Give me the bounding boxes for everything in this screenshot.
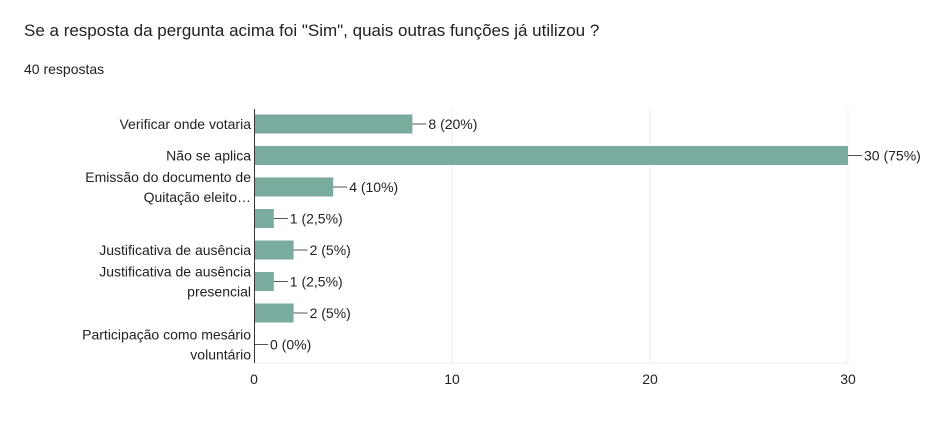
category-label-7-1: voluntário [190,347,251,363]
data-label-0: 8 (20%) [428,116,477,132]
bar-3[interactable] [254,209,274,228]
data-label-4: 2 (5%) [310,242,351,258]
category-label-7-0: Participação como mesário [82,327,251,343]
data-label-2: 4 (10%) [349,179,398,195]
x-tick-label-3: 30 [840,371,856,387]
x-tick-label-1: 10 [444,371,460,387]
category-label-2-1: Quitação eleito… [144,189,251,205]
bar-5[interactable] [254,272,274,291]
category-label-0-0: Verificar onde votaria [119,116,251,132]
x-tick-label-2: 20 [642,371,658,387]
bar-2[interactable] [254,177,334,197]
response-count: 40 respostas [24,61,105,77]
bar-1[interactable] [254,146,848,165]
category-label-5-1: presencial [187,284,251,300]
category-label-5-0: Justificativa de ausência [99,264,251,280]
question-title: Se a resposta da pergunta acima foi "Sim… [24,21,600,40]
data-label-1: 30 (75%) [864,148,921,164]
data-label-6: 2 (5%) [310,305,351,321]
data-label-7: 0 (0%) [270,337,311,353]
data-label-5: 1 (2,5%) [290,274,343,290]
data-label-3: 1 (2,5%) [290,211,343,227]
bar-6[interactable] [254,303,294,323]
bar-4[interactable] [254,240,294,260]
x-tick-label-0: 0 [250,371,258,387]
category-label-1-0: Não se aplica [166,148,251,164]
bar-0[interactable] [254,114,413,134]
category-label-2-0: Emissão do documento de [85,169,251,185]
category-label-4-0: Justificativa de ausência [99,242,251,258]
